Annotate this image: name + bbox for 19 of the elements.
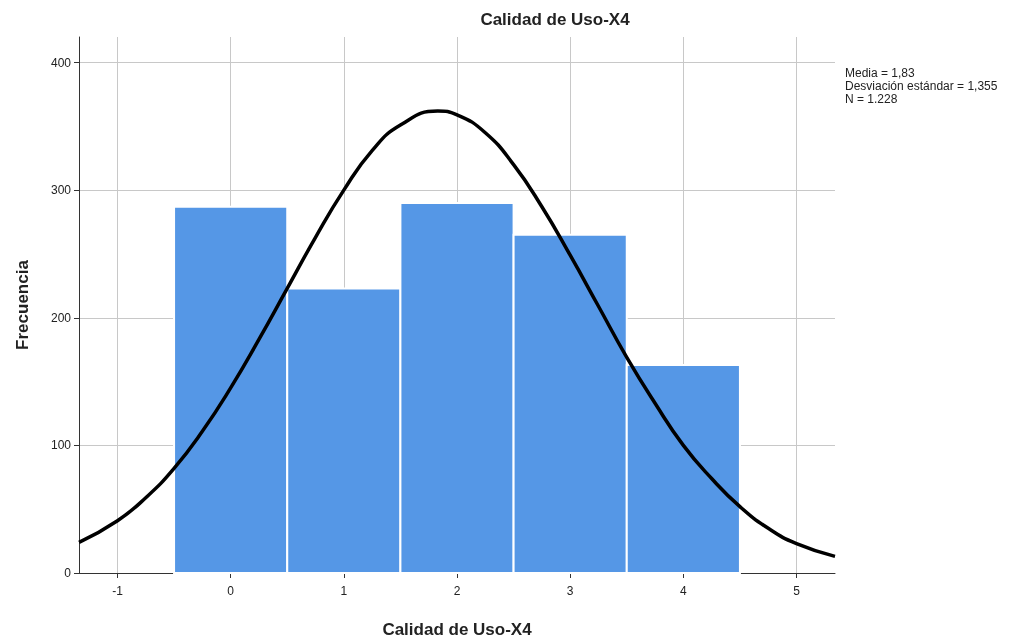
text: N = 1.228 — [845, 91, 898, 106]
x-axis-title: Calidad de Uso-X4 — [382, 620, 533, 639]
text: Media = 1,83 — [845, 65, 916, 80]
text: Desviación estándar = 1,355 — [845, 78, 998, 93]
x-tick-label: 1 — [340, 584, 348, 598]
y-tick-label: 300 — [50, 183, 72, 198]
y-tick-label: 400 — [50, 55, 72, 70]
x-tick-label: 3 — [566, 584, 574, 598]
y-tick-label: 200 — [50, 310, 72, 325]
x-tick-label: 0 — [227, 584, 235, 598]
line-series — [77, 109, 837, 559]
x-tick-label: -1 — [112, 584, 124, 598]
chart-title: Calidad de Uso-X4 — [480, 10, 631, 29]
x-tick-label: 5 — [793, 584, 801, 598]
y-tick-label: 0 — [64, 566, 72, 580]
y-axis-title: Frecuencia — [13, 259, 32, 350]
x-tick-label: 2 — [453, 584, 461, 598]
x-tick-label: 4 — [680, 584, 687, 598]
y-tick-label: 100 — [50, 438, 72, 453]
